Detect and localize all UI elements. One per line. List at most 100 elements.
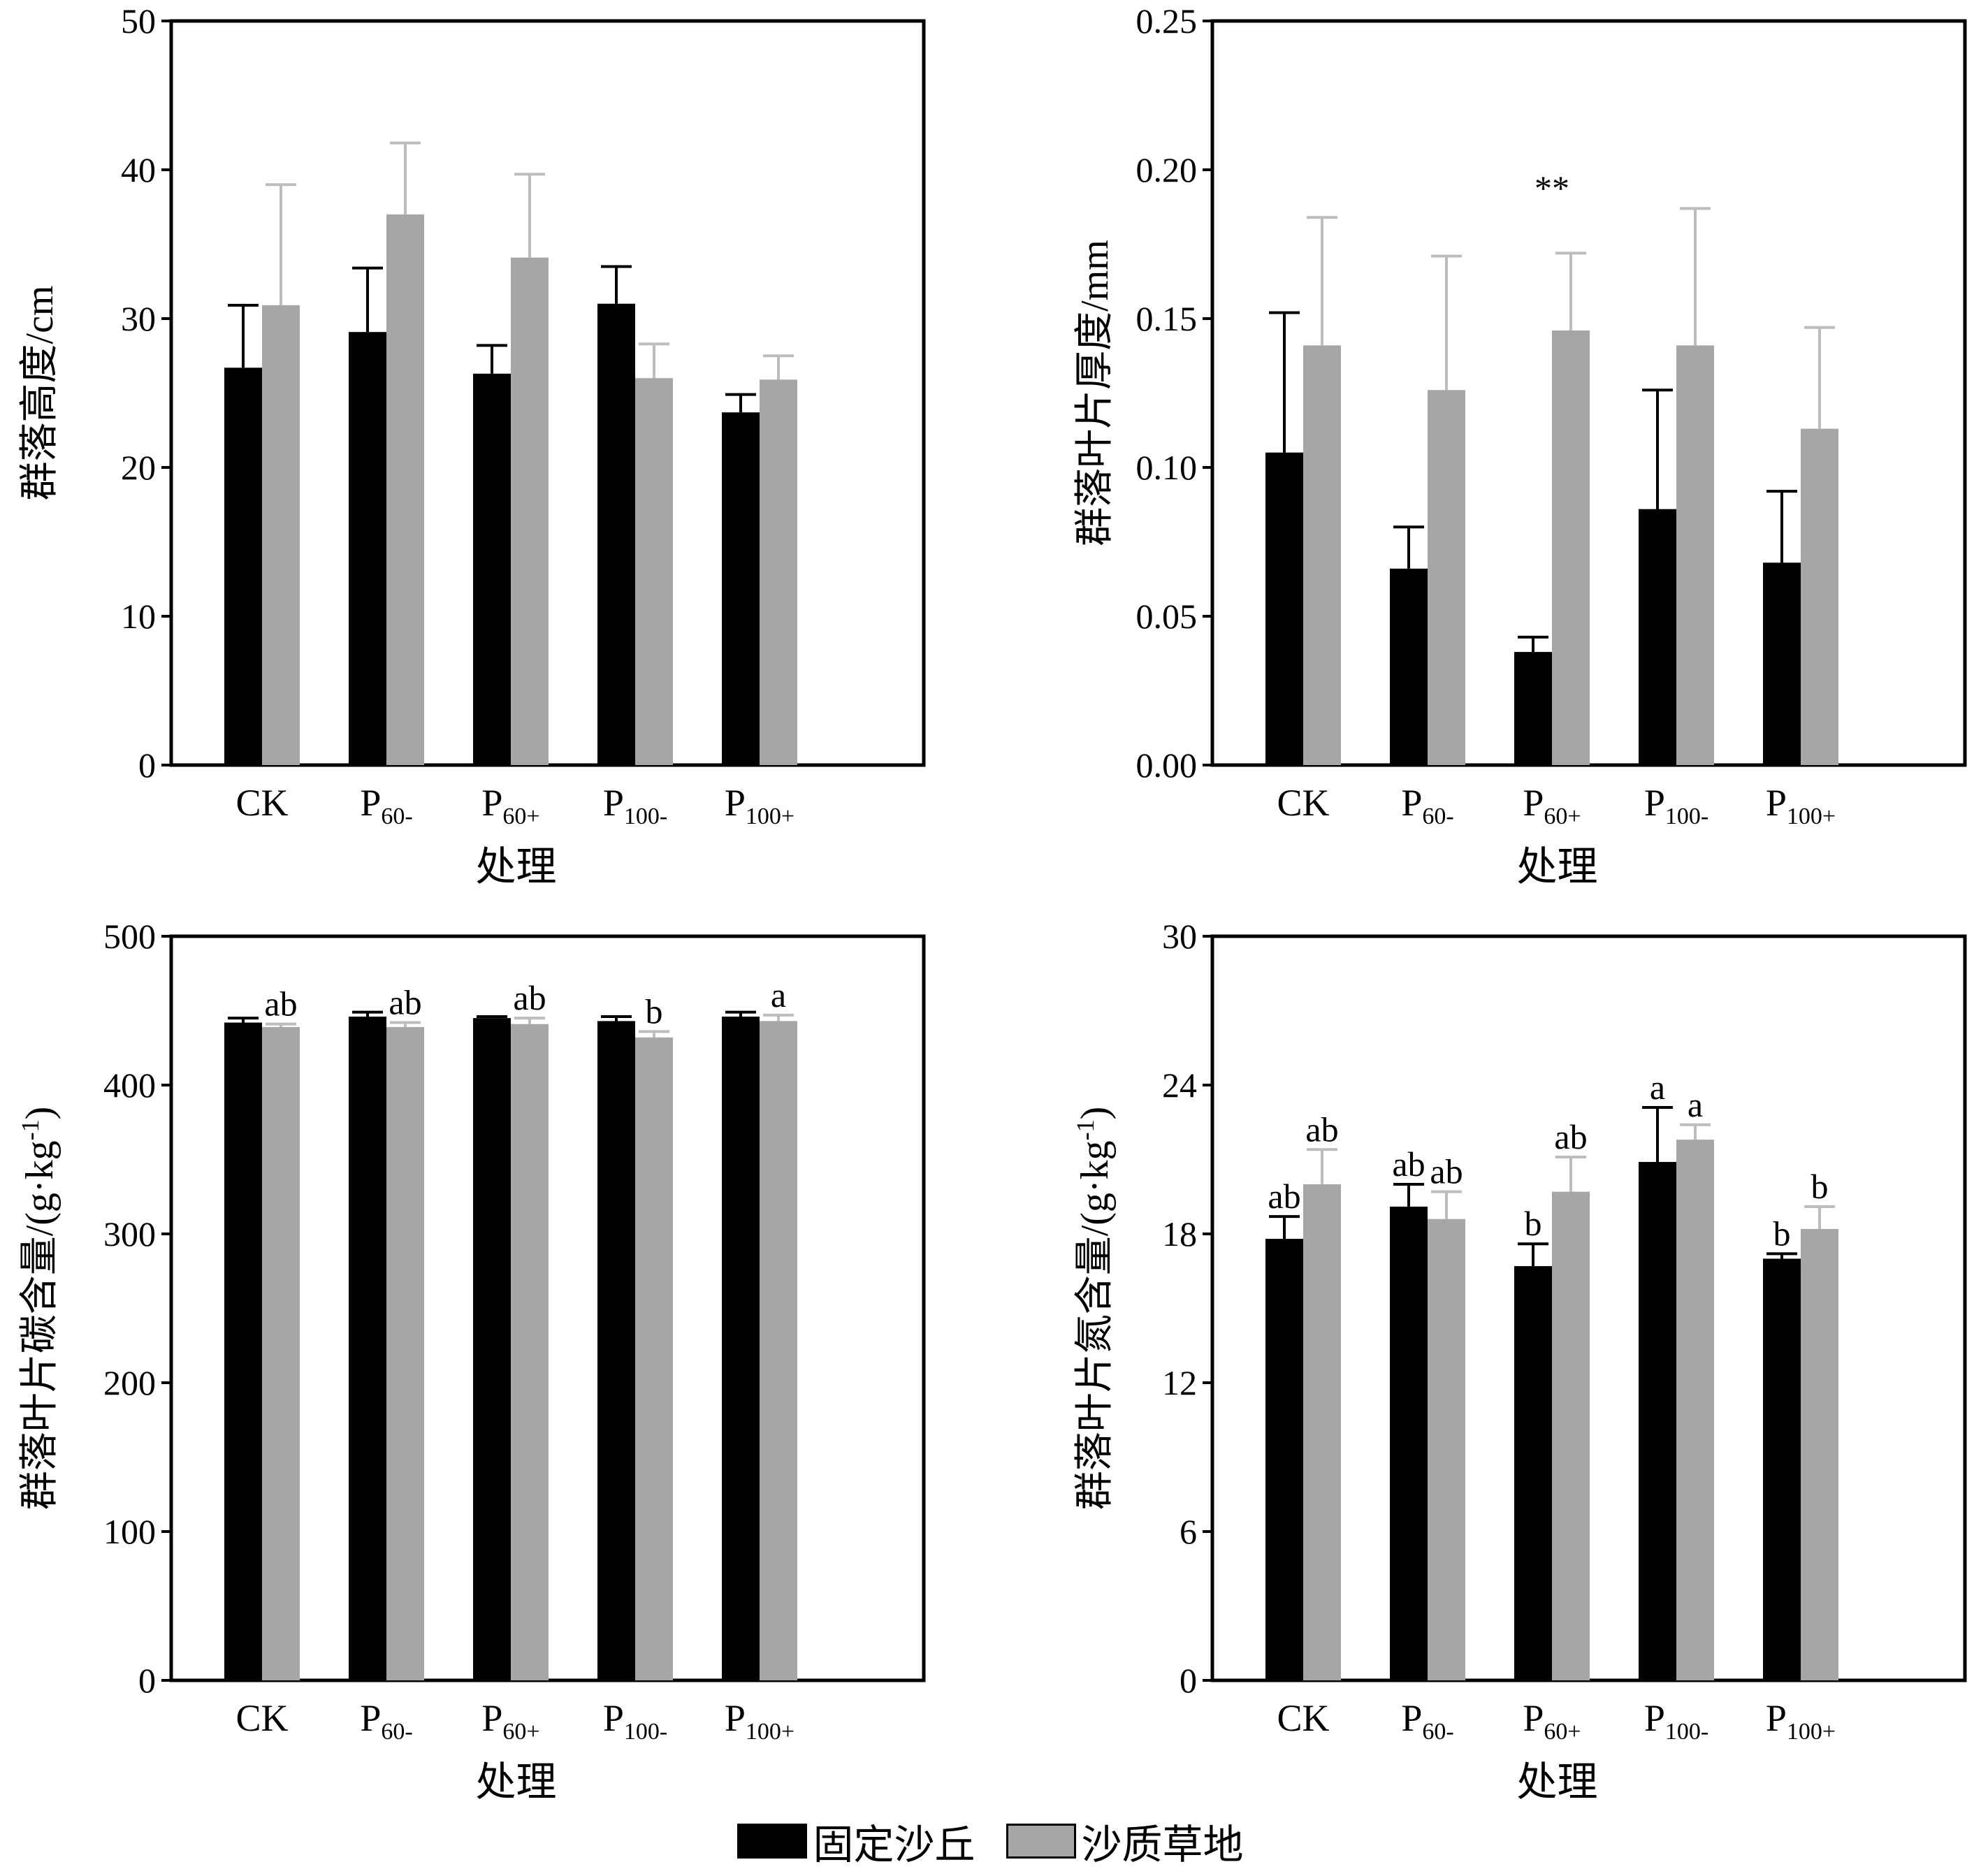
chart-panel-2: 0.00 0.05 0.10 0.15 0.20 0.25 CK P60- P60+ P100- P… xyxy=(1073,1,1967,889)
x-tick-label: CK xyxy=(235,1697,288,1739)
x-tick-label: P100+ xyxy=(1766,1697,1836,1745)
y-axis-label: 群落叶片厚度/mm xyxy=(1073,240,1117,546)
x-axis-label: 处理 xyxy=(475,844,556,889)
significance-label: b xyxy=(1773,1214,1791,1253)
y-tick-label: 18 xyxy=(1162,1214,1197,1253)
bar-sandy-grassland xyxy=(386,214,424,765)
bar-fixed-dune xyxy=(1390,568,1428,765)
bar-fixed-dune xyxy=(1639,1162,1676,1680)
significance-label: ab xyxy=(1554,1117,1587,1156)
legend-label-fixed-dune: 固定沙丘 xyxy=(813,1821,975,1868)
bar-sandy-grassland xyxy=(1801,428,1838,765)
bar-fixed-dune xyxy=(1514,1266,1552,1680)
bar-fixed-dune xyxy=(349,332,386,765)
bar-sandy-grassland xyxy=(511,1024,549,1680)
y-tick-label: 400 xyxy=(103,1066,156,1105)
x-tick-label: P60+ xyxy=(1523,782,1581,829)
bar-sandy-grassland xyxy=(262,1026,300,1680)
x-tick-label: P60- xyxy=(1401,1697,1453,1745)
x-axis-label: 处理 xyxy=(1516,1759,1597,1805)
bar-sandy-grassland xyxy=(1676,1140,1714,1680)
bar-sandy-grassland xyxy=(1552,330,1590,765)
bar-sandy-grassland xyxy=(386,1026,424,1680)
x-tick-label: P60- xyxy=(360,782,412,829)
bar-sandy-grassland xyxy=(760,379,797,765)
legend-item-fixed-dune: 固定沙丘 xyxy=(737,1812,975,1870)
y-axis-label: 群落叶片氮含量/(g·kg-1) xyxy=(1071,1107,1117,1511)
legend: 固定沙丘 沙质草地 xyxy=(0,1817,1981,1868)
x-tick-label: CK xyxy=(235,782,288,824)
significance-label: ab xyxy=(1305,1110,1338,1149)
y-tick-label: 0.10 xyxy=(1136,448,1198,487)
significance-label: ab xyxy=(264,984,297,1024)
bar-sandy-grassland xyxy=(1801,1228,1838,1680)
y-tick-label: 12 xyxy=(1162,1363,1197,1402)
bar-fixed-dune xyxy=(1763,562,1801,765)
x-tick-label: CK xyxy=(1277,782,1329,824)
y-tick-label: 24 xyxy=(1162,1066,1197,1105)
legend-swatch-fixed-dune xyxy=(737,1824,808,1859)
legend-item-sandy-grassland: 沙质草地 xyxy=(1006,1812,1244,1870)
x-tick-label: P100- xyxy=(1644,782,1708,829)
x-axis-label: 处理 xyxy=(1516,844,1597,889)
significance-label: b xyxy=(1525,1204,1542,1243)
chart-panel-1: 0 10 20 30 40 50 CK P60- P60+ P100- P100+ 处理 群落高度/cm xyxy=(18,1,926,889)
significance-label: a xyxy=(771,975,786,1015)
legend-swatch-sandy-grassland xyxy=(1006,1824,1076,1859)
bar-fixed-dune xyxy=(597,303,635,765)
y-tick-label: 0.25 xyxy=(1136,1,1198,41)
y-axis-label: 群落高度/cm xyxy=(18,286,61,501)
y-axis-label: 群落叶片碳含量/(g·kg-1) xyxy=(16,1107,61,1511)
y-tick-label: 0.20 xyxy=(1136,150,1198,189)
y-tick-label: 0 xyxy=(138,1661,156,1700)
significance-label: a xyxy=(1688,1085,1703,1124)
bar-fixed-dune xyxy=(1265,1239,1303,1680)
chart-panel-3: 0 100 200 300 400 500 ab CK ab P60- ab P60+ b P100- a P… xyxy=(16,917,926,1805)
x-tick-label: P100- xyxy=(1644,1697,1708,1745)
significance-label: b xyxy=(1811,1167,1829,1206)
bar-fixed-dune xyxy=(224,368,262,765)
y-tick-label: 300 xyxy=(103,1214,156,1253)
significance-label: ab xyxy=(1392,1144,1425,1184)
x-tick-label: P100- xyxy=(603,782,667,829)
bar-sandy-grassland xyxy=(1303,345,1341,766)
bar-sandy-grassland xyxy=(1676,345,1714,766)
bar-fixed-dune xyxy=(1390,1206,1428,1680)
bar-fixed-dune xyxy=(1639,509,1676,765)
y-tick-label: 30 xyxy=(1162,917,1197,956)
y-tick-label: 100 xyxy=(103,1512,156,1551)
y-tick-label: 500 xyxy=(103,917,156,956)
x-tick-label: P100+ xyxy=(725,1697,794,1745)
bar-fixed-dune xyxy=(473,1018,511,1680)
y-tick-label: 0.05 xyxy=(1136,597,1198,636)
y-tick-label: 30 xyxy=(121,299,156,338)
y-tick-label: 200 xyxy=(103,1363,156,1402)
significance-label: a xyxy=(1650,1068,1665,1107)
bar-sandy-grassland xyxy=(1428,1219,1465,1680)
bar-fixed-dune xyxy=(722,412,760,765)
x-tick-label: P60+ xyxy=(481,782,539,829)
x-tick-label: P60+ xyxy=(481,1697,539,1745)
bar-fixed-dune xyxy=(473,373,511,765)
x-tick-label: P60+ xyxy=(1523,1697,1581,1745)
y-tick-label: 50 xyxy=(121,1,156,41)
y-tick-label: 40 xyxy=(121,150,156,189)
y-tick-label: 10 xyxy=(121,597,156,636)
bar-sandy-grassland xyxy=(1428,390,1465,765)
legend-label-sandy-grassland: 沙质草地 xyxy=(1081,1821,1244,1868)
bar-fixed-dune xyxy=(597,1021,635,1680)
bar-sandy-grassland xyxy=(511,257,549,765)
significance-annotation: ** xyxy=(1534,168,1569,208)
x-tick-label: P60- xyxy=(360,1697,412,1745)
significance-label: ab xyxy=(1268,1177,1300,1216)
significance-label: ab xyxy=(513,978,546,1017)
y-tick-label: 6 xyxy=(1180,1512,1197,1551)
x-axis-label: 处理 xyxy=(475,1759,556,1805)
x-tick-label: P60- xyxy=(1401,782,1453,829)
y-tick-label: 0.15 xyxy=(1136,299,1198,338)
x-tick-label: P100- xyxy=(603,1697,667,1745)
y-tick-label: 0 xyxy=(138,746,156,785)
x-tick-label: P100+ xyxy=(725,782,794,829)
